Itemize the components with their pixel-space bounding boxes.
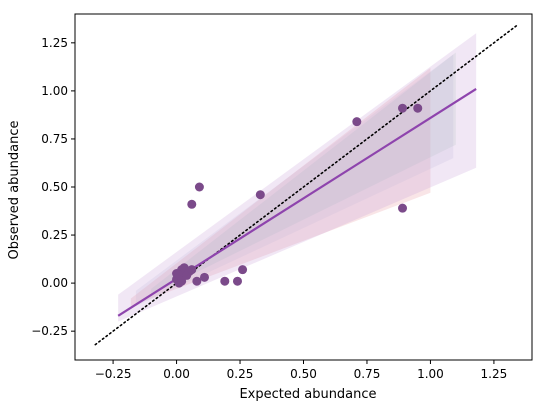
x-axis-ticks: −0.25 0.00 0.25 0.50 0.75 1.00 1.25 <box>95 360 508 381</box>
y-axis-ticks: −0.25 0.00 0.25 0.50 0.75 1.00 1.25 <box>31 36 75 338</box>
data-point-17 <box>238 265 248 275</box>
data-point-14 <box>199 272 209 282</box>
data-point-22 <box>398 103 408 113</box>
y-tick-label: −0.25 <box>31 324 68 338</box>
confidence-band-1 <box>130 67 431 307</box>
data-point-24 <box>398 203 408 213</box>
y-tick-label: 1.25 <box>41 36 68 50</box>
regression-line <box>117 88 477 317</box>
identity-line <box>94 24 518 346</box>
x-tick-label: 1.25 <box>481 367 508 381</box>
data-point-15 <box>220 276 230 286</box>
y-tick-label: 0.75 <box>41 132 68 146</box>
data-point-13 <box>192 276 202 286</box>
confidence-bands <box>118 33 477 322</box>
x-axis-label: Expected abundance <box>239 387 376 402</box>
data-point-21 <box>352 117 362 127</box>
x-tick-label: 0.00 <box>163 367 190 381</box>
x-tick-label: 0.50 <box>290 367 317 381</box>
x-tick-label: −0.25 <box>95 367 132 381</box>
y-tick-label: 1.00 <box>41 84 68 98</box>
confidence-band-2 <box>151 52 456 295</box>
data-point-19 <box>194 182 204 192</box>
data-point-20 <box>255 190 265 200</box>
data-point-11 <box>172 269 182 278</box>
y-tick-label: 0.00 <box>41 276 68 290</box>
y-axis-label: Observed abundance <box>7 121 22 260</box>
data-point-23 <box>413 103 423 113</box>
confidence-band-3 <box>135 54 454 307</box>
data-point-18 <box>187 199 197 209</box>
data-point-16 <box>232 276 242 286</box>
y-tick-label: 0.25 <box>41 228 68 242</box>
data-points <box>172 103 423 288</box>
data-point-10 <box>187 265 197 275</box>
data-point-12 <box>177 276 187 286</box>
x-tick-label: 1.00 <box>417 367 444 381</box>
confidence-band-4 <box>118 33 477 322</box>
y-tick-label: 0.50 <box>41 180 68 194</box>
x-tick-label: 0.25 <box>227 367 254 381</box>
x-tick-label: 0.75 <box>354 367 381 381</box>
